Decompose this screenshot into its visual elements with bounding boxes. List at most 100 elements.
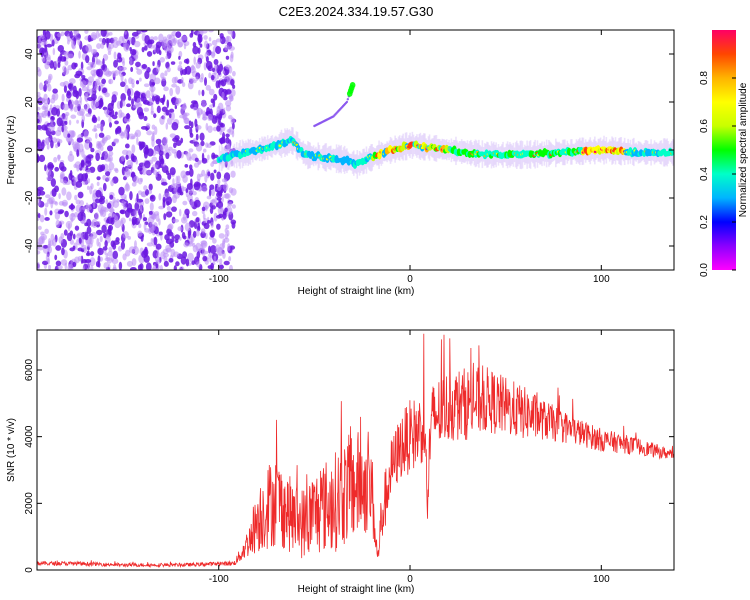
noise-point [60, 31, 65, 37]
noise-point [106, 145, 114, 152]
noise-point [186, 151, 192, 161]
noise-point [165, 122, 169, 130]
colorbar-tick-label: 0.8 [699, 71, 710, 85]
noise-point [114, 168, 119, 174]
noise-point [126, 88, 132, 97]
noise-point [165, 244, 172, 252]
noise-point [182, 200, 188, 206]
noise-point [201, 99, 207, 108]
noise-point [84, 231, 89, 241]
noise-point [86, 218, 92, 227]
noise-point [105, 199, 109, 205]
noise-point [183, 43, 187, 50]
noise-point [219, 137, 223, 145]
noise-point [192, 46, 199, 55]
noise-point [96, 43, 102, 50]
noise-point [98, 197, 105, 205]
noise-point [69, 169, 73, 177]
noise-point [120, 81, 126, 88]
noise-point [222, 251, 226, 259]
noise-point [217, 102, 224, 111]
noise-point [165, 211, 173, 218]
noise-point [170, 183, 176, 189]
noise-point [190, 121, 194, 129]
noise-point [196, 251, 201, 259]
noise-point [191, 79, 197, 84]
noise-point [97, 116, 101, 122]
noise-point [137, 264, 143, 270]
noise-point [61, 124, 65, 133]
noise-point [95, 132, 98, 139]
noise-point [44, 216, 50, 221]
noise-point [130, 135, 136, 140]
noise-point [140, 94, 144, 102]
noise-point [46, 168, 52, 177]
noise-point [45, 194, 51, 199]
noise-point [135, 80, 140, 85]
noise-point [131, 181, 137, 187]
noise-point [187, 230, 191, 239]
noise-point [185, 188, 189, 193]
noise-point [97, 247, 104, 256]
noise-point [108, 31, 113, 36]
noise-point [175, 140, 182, 146]
noise-point [142, 100, 150, 105]
noise-point [55, 130, 62, 137]
noise-point [162, 115, 166, 120]
noise-point [51, 39, 55, 47]
noise-point [225, 143, 231, 151]
noise-point [67, 222, 71, 232]
noise-point [105, 171, 111, 177]
noise-point [71, 62, 77, 70]
noise-point [97, 255, 101, 264]
spectrogram-y-tick-label: 20 [24, 96, 35, 108]
noise-point [201, 247, 206, 257]
noise-point [55, 245, 62, 251]
noise-point [134, 201, 140, 212]
noise-point [145, 262, 152, 270]
noise-point [139, 144, 143, 151]
noise-point [76, 100, 82, 107]
noise-point [210, 98, 214, 104]
noise-point [100, 164, 106, 171]
noise-point [73, 106, 78, 113]
noise-point [85, 43, 93, 53]
noise-point [210, 189, 215, 197]
noise-point [98, 241, 101, 248]
noise-point [131, 144, 136, 154]
noise-point [71, 40, 75, 49]
noise-point [231, 204, 236, 209]
noise-point [37, 261, 41, 270]
noise-point [208, 88, 215, 96]
noise-point [223, 260, 230, 266]
noise-point [146, 50, 153, 57]
noise-point [38, 82, 44, 91]
noise-point [195, 229, 200, 237]
noise-point [156, 105, 161, 114]
noise-point [125, 182, 129, 191]
noise-point [179, 236, 182, 241]
noise-point [103, 232, 107, 239]
noise-point [108, 116, 112, 124]
noise-point [230, 79, 235, 86]
noise-point [206, 143, 212, 149]
noise-point [81, 86, 88, 92]
noise-point [76, 137, 84, 143]
noise-point [57, 210, 64, 215]
noise-point [85, 113, 92, 117]
figure-title: C2E3.2024.334.19.57.G30 [279, 4, 434, 19]
noise-point [163, 260, 169, 267]
spectrogram-x-axis: -100 0 100 [209, 30, 610, 285]
noise-point [76, 232, 84, 237]
noise-point [227, 30, 233, 35]
noise-point [76, 149, 80, 158]
snr-y-tick-label: 4000 [24, 425, 35, 448]
noise-point [172, 218, 180, 223]
noise-point [174, 234, 181, 240]
noise-point [221, 178, 228, 183]
noise-point [107, 102, 114, 112]
noise-point [173, 191, 181, 199]
noise-point [162, 199, 166, 209]
noise-point [163, 86, 169, 92]
noise-point [108, 212, 115, 218]
